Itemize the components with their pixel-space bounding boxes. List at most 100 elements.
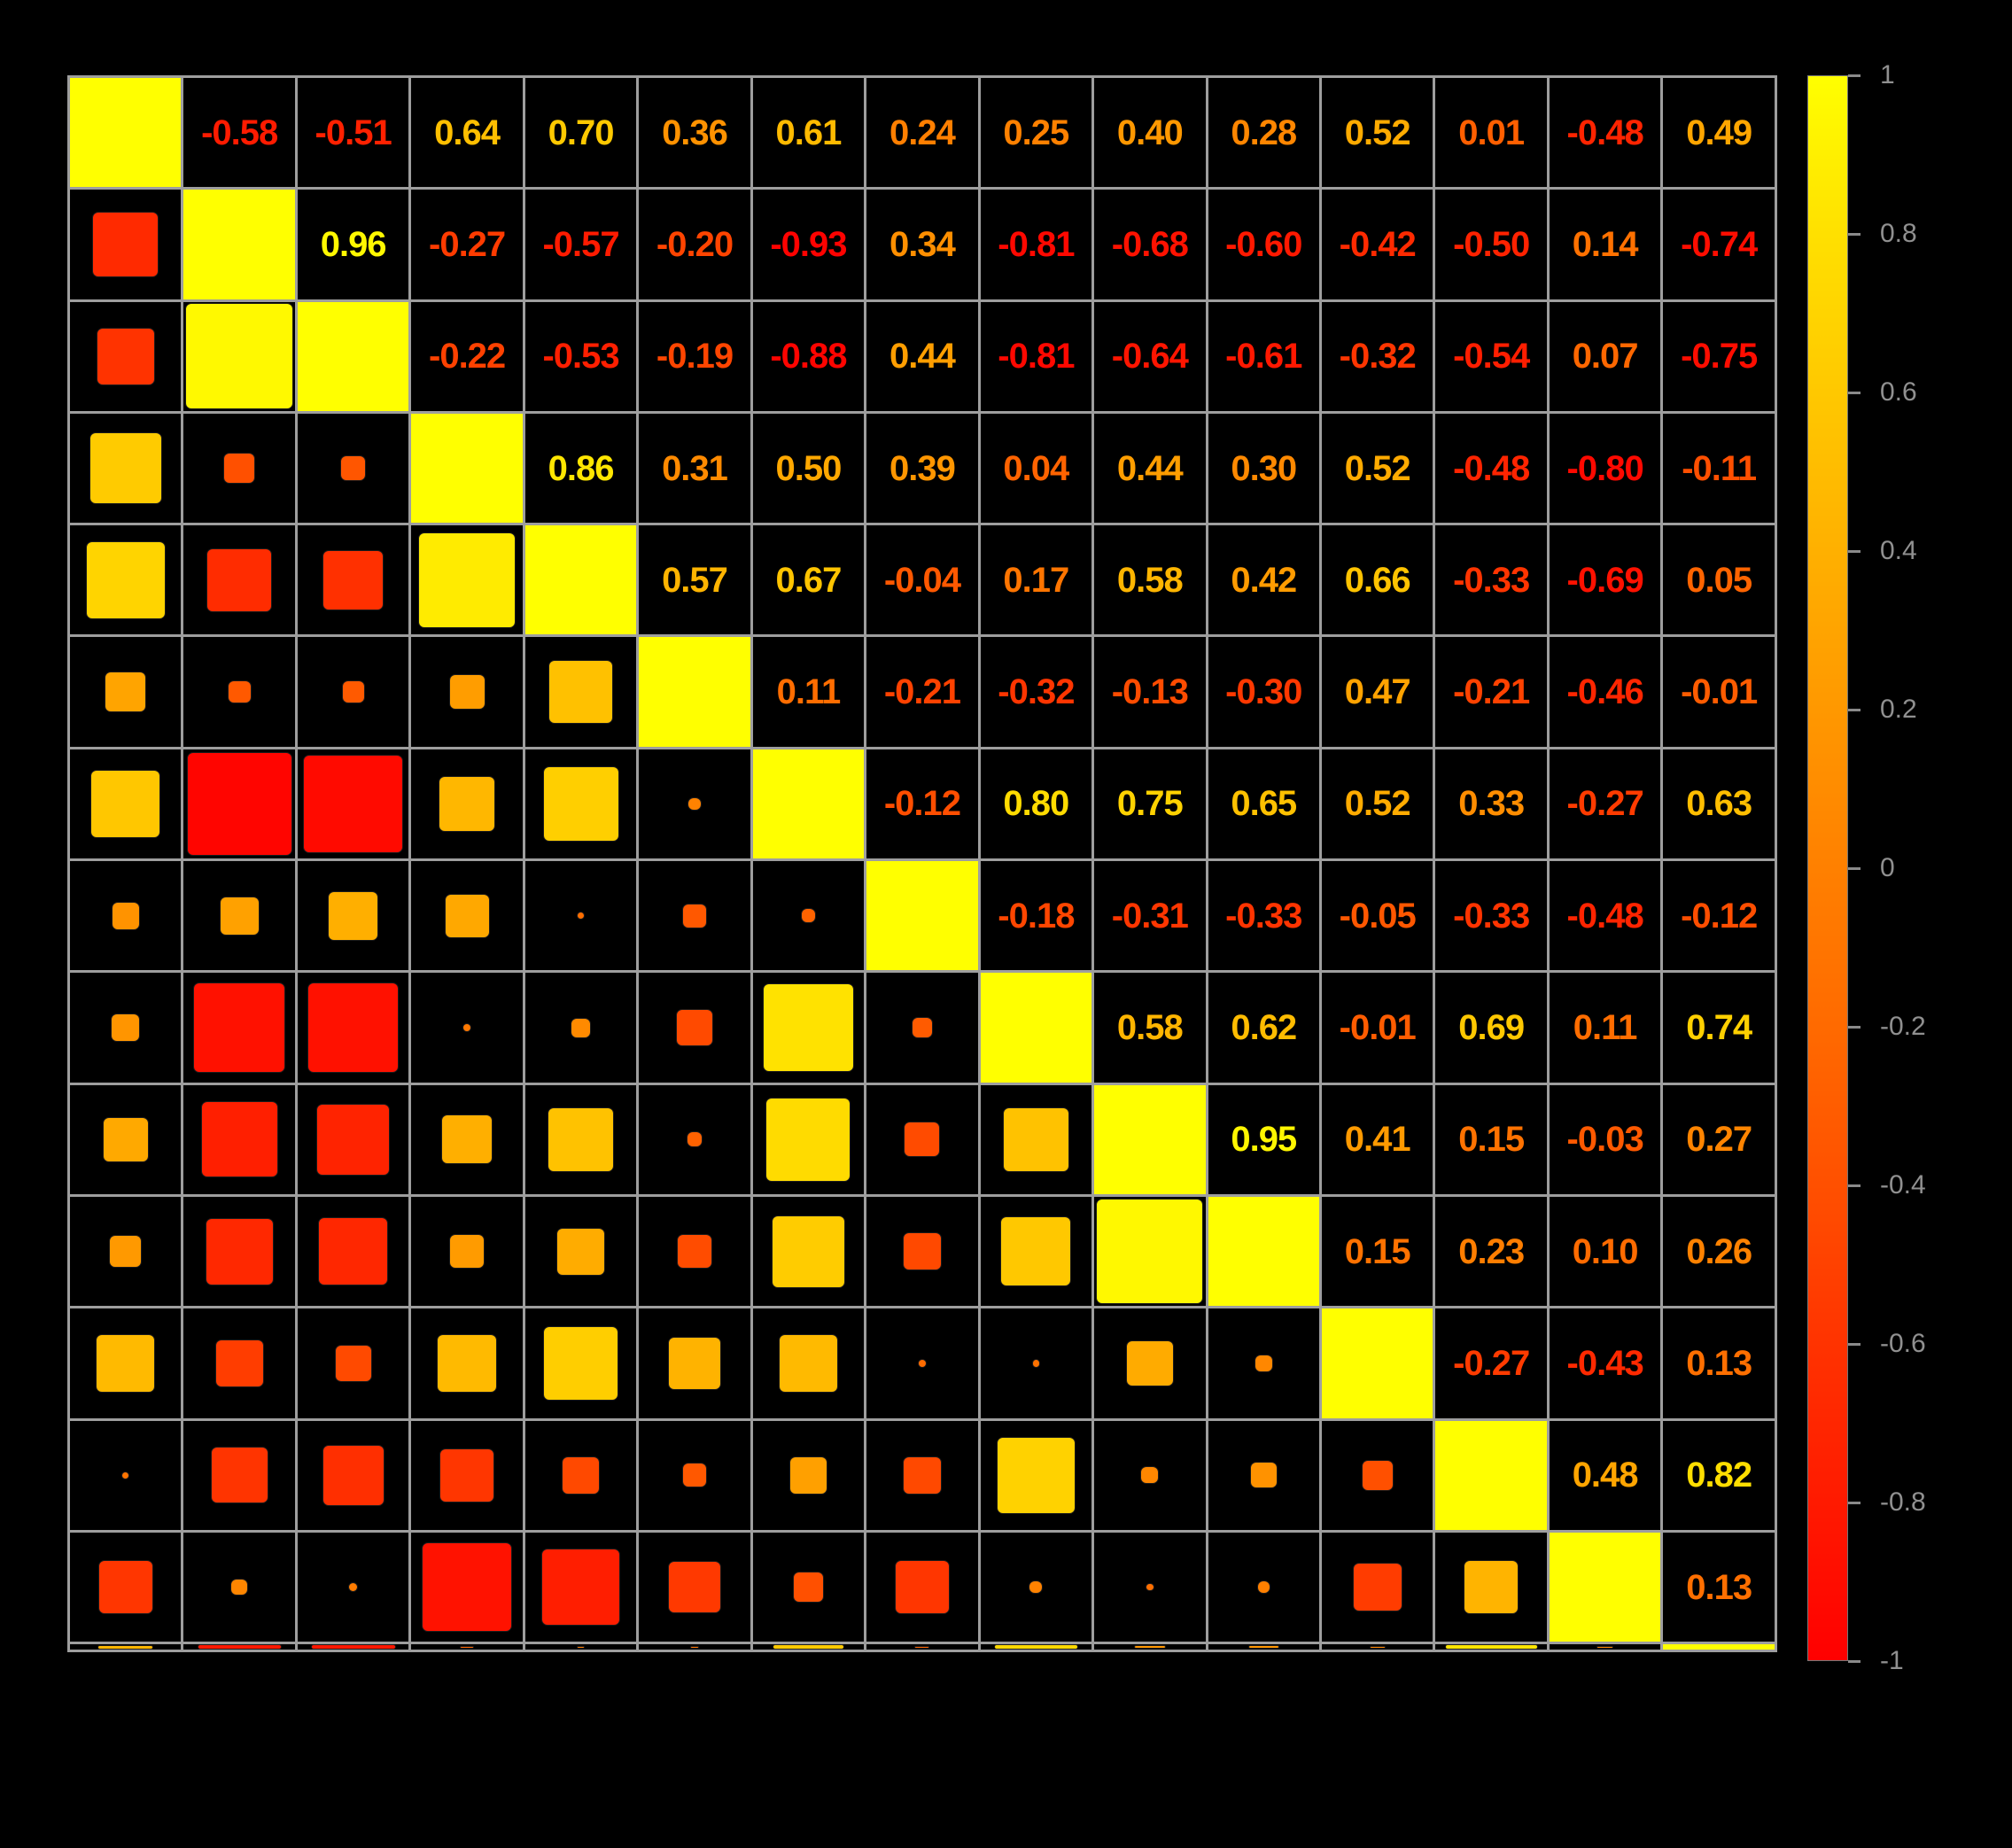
magnitude-square (110, 1236, 142, 1267)
correlation-value-label: -0.20 (656, 224, 734, 264)
magnitude-square (121, 1471, 129, 1479)
diagonal-square (412, 415, 522, 522)
correlation-cell-square (1091, 1529, 1208, 1645)
correlation-value-label: 0.24 (889, 113, 956, 152)
correlation-value-label: -0.05 (1339, 896, 1417, 936)
correlation-cell-square (864, 1417, 981, 1533)
correlation-cell-value: -0.18 (977, 858, 1095, 974)
correlation-cell-square (181, 1306, 298, 1421)
correlation-cell-value: 0.31 (636, 410, 753, 526)
correlation-cell-square (636, 1082, 753, 1197)
magnitude-square (678, 1235, 711, 1269)
correlation-cell-square (977, 1529, 1095, 1645)
correlation-cell-value: -0.21 (864, 634, 981, 749)
magnitude-square (194, 983, 284, 1072)
correlation-value-label: 0.44 (1116, 448, 1184, 488)
magnitude-square (335, 1346, 371, 1381)
correlation-cell-diagonal (294, 299, 412, 414)
correlation-cell-value: -0.53 (522, 299, 640, 414)
correlation-cell-square (66, 970, 184, 1085)
correlation-value-label: -0.50 (1453, 224, 1530, 264)
diagonal-square (184, 190, 294, 299)
correlation-value-label: -0.69 (1566, 560, 1644, 600)
diagonal-square (1209, 1198, 1318, 1305)
correlation-value-label: 0.13 (1686, 1567, 1752, 1607)
correlation-cell-value: -0.75 (1660, 299, 1777, 414)
correlation-value-label: 0.01 (1458, 113, 1525, 152)
correlation-value-label: 0.11 (1573, 1008, 1638, 1048)
correlation-value-label: 0.74 (1686, 1008, 1752, 1048)
correlation-cell-diagonal (522, 523, 640, 638)
magnitude-square (319, 1218, 387, 1285)
magnitude-square (461, 1646, 473, 1648)
correlation-value-label: -0.88 (770, 337, 847, 377)
correlation-value-label: -0.32 (998, 672, 1075, 712)
correlation-cell-value: 0.48 (1546, 1417, 1664, 1533)
magnitude-square (97, 1334, 155, 1392)
correlation-cell-square (750, 1642, 867, 1652)
correlation-cell-square (864, 1306, 981, 1421)
correlation-value-label: 0.67 (775, 560, 843, 600)
colorbar-tick-dash (1848, 1342, 1861, 1346)
magnitude-square (1353, 1564, 1402, 1611)
colorbar-tick-dash (1848, 708, 1861, 711)
correlation-value-label: -0.01 (1681, 672, 1758, 712)
correlation-cell-square (522, 1193, 640, 1309)
correlation-value-label: 0.96 (320, 224, 387, 264)
correlation-cell-value: 0.23 (1433, 1193, 1550, 1309)
correlation-cell-square (66, 1417, 184, 1533)
magnitude-square (224, 453, 255, 484)
correlation-value-label: 0.28 (1231, 113, 1297, 152)
correlation-cell-value: -0.46 (1546, 634, 1664, 749)
correlation-value-label: 0.05 (1686, 560, 1752, 600)
correlation-value-label: -0.13 (1111, 672, 1189, 712)
correlation-cell-value: -0.80 (1546, 410, 1664, 526)
correlation-cell-value: 0.80 (977, 746, 1095, 862)
colorbar-tick-label: -0.2 (1880, 1012, 1926, 1041)
correlation-cell-diagonal (66, 74, 184, 190)
colorbar-tick-label: 0 (1880, 853, 1895, 882)
correlation-row: 0.96 -0.27 -0.57 -0.20 -0.93 0.34 -0.81 -0.68 -0… (66, 187, 1777, 302)
correlation-cell-square (750, 1529, 867, 1645)
correlation-value-label: 0.13 (1686, 1343, 1752, 1383)
correlation-value-label: 0.63 (1686, 784, 1752, 824)
correlation-cell-square (977, 1306, 1095, 1421)
correlation-cell-square (750, 1193, 867, 1309)
magnitude-square (682, 904, 707, 928)
correlation-cell-value: 0.34 (864, 187, 981, 302)
magnitude-square (97, 328, 154, 384)
correlation-cell-value: 0.52 (1318, 746, 1436, 862)
correlation-cell-value: -0.61 (1205, 299, 1322, 414)
magnitude-square (442, 1115, 492, 1164)
colorbar-tick-label: -0.4 (1880, 1170, 1926, 1200)
colorbar-tick-dash (1848, 866, 1861, 870)
magnitude-square (1003, 1107, 1068, 1172)
correlation-cell-square (66, 1642, 184, 1652)
correlation-cell-diagonal (181, 187, 298, 302)
correlation-cell-square (66, 1529, 184, 1645)
correlation-value-label: -0.48 (1566, 896, 1644, 936)
correlation-row: 0.86 0.31 0.50 0.39 0.04 0.44 0.30 0.52 -0.48 -0.… (66, 410, 1777, 526)
magnitude-square (687, 1132, 703, 1147)
correlation-value-label: 0.69 (1458, 1008, 1525, 1048)
correlation-row: 0.48 0.82 (66, 1417, 1777, 1533)
correlation-cell-value: 0.41 (1318, 1082, 1436, 1197)
magnitude-square (211, 1448, 268, 1503)
correlation-cell-square (181, 1529, 298, 1645)
colorbar-tick-label: 0.6 (1880, 377, 1917, 407)
correlation-cell-value: -0.68 (1091, 187, 1208, 302)
correlation-cell-diagonal (636, 634, 753, 749)
magnitude-square (112, 902, 139, 929)
correlation-value-label: 0.75 (1116, 784, 1184, 824)
correlation-cell-value: 0.58 (1091, 523, 1208, 638)
correlation-cell-value: 0.65 (1205, 746, 1322, 862)
magnitude-square (779, 1334, 838, 1392)
colorbar-tick-label: -0.6 (1880, 1329, 1926, 1358)
correlation-cell-square (1433, 1529, 1550, 1645)
correlation-cell-value: -0.01 (1660, 634, 1777, 749)
correlation-cell-diagonal (1660, 1642, 1777, 1652)
correlation-value-label: -0.46 (1566, 672, 1644, 712)
correlation-value-label: 0.95 (1231, 1120, 1297, 1160)
correlation-cell-value: 0.69 (1433, 970, 1550, 1085)
magnitude-square (329, 891, 378, 940)
